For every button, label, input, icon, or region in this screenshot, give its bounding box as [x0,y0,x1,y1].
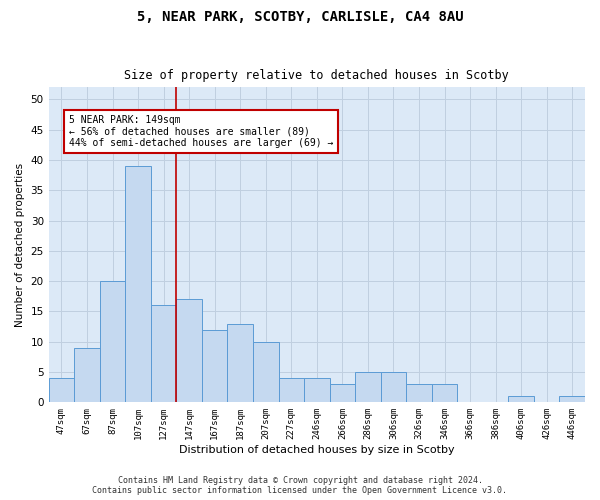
Y-axis label: Number of detached properties: Number of detached properties [15,163,25,327]
Text: 5 NEAR PARK: 149sqm
← 56% of detached houses are smaller (89)
44% of semi-detach: 5 NEAR PARK: 149sqm ← 56% of detached ho… [68,114,333,148]
Bar [329,384,355,402]
Bar [74,348,100,403]
X-axis label: Distribution of detached houses by size in Scotby: Distribution of detached houses by size … [179,445,455,455]
Bar [125,166,151,402]
Text: Contains HM Land Registry data © Crown copyright and database right 2024.
Contai: Contains HM Land Registry data © Crown c… [92,476,508,495]
Bar [227,324,253,402]
Bar [355,372,380,402]
Bar [508,396,534,402]
Bar [278,378,304,402]
Bar [176,300,202,403]
Bar [432,384,457,402]
Bar [304,378,329,402]
Bar [202,330,227,402]
Bar [406,384,432,402]
Text: 5, NEAR PARK, SCOTBY, CARLISLE, CA4 8AU: 5, NEAR PARK, SCOTBY, CARLISLE, CA4 8AU [137,10,463,24]
Bar [100,281,125,402]
Title: Size of property relative to detached houses in Scotby: Size of property relative to detached ho… [124,69,509,82]
Bar [253,342,278,402]
Bar [380,372,406,402]
Bar [559,396,585,402]
Bar [151,306,176,402]
Bar [49,378,74,402]
